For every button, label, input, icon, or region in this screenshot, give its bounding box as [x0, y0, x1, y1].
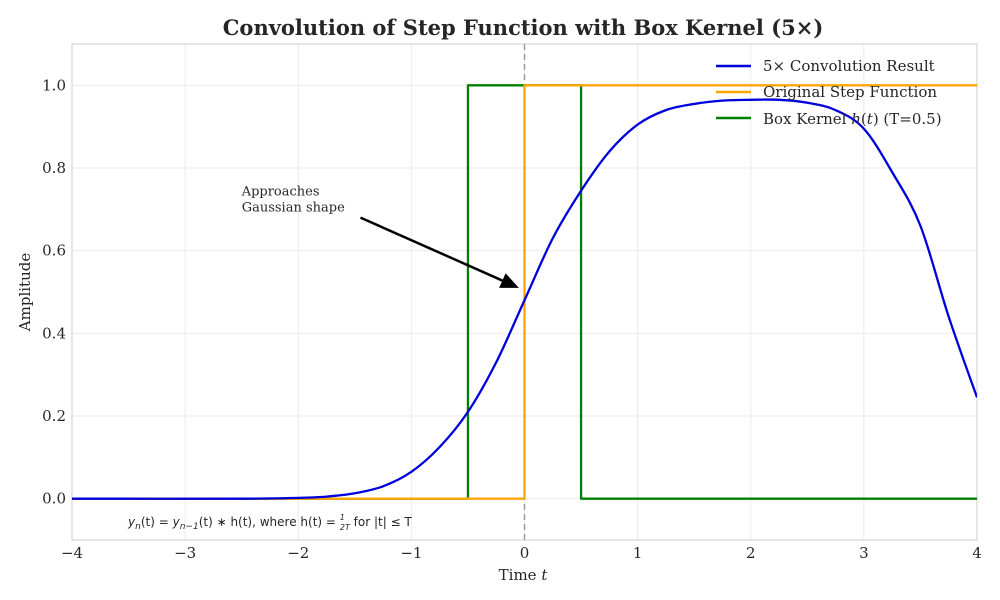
y-tick-label: 0.6 — [42, 242, 66, 260]
x-tick-label: 4 — [972, 544, 982, 562]
y-axis-label: Amplitude — [16, 253, 34, 333]
legend-label-step: Original Step Function — [763, 83, 937, 101]
x-tick-label: −3 — [174, 544, 196, 562]
series-lines — [72, 84, 977, 500]
formula-annotation: yn(t) = yn−1(t) ∗ h(t), where h(t) = 1 2T… — [127, 513, 412, 532]
y-tick-label: 0.0 — [42, 490, 66, 508]
annotation-arrow-shaft — [359, 216, 503, 282]
y-tick-label: 0.2 — [42, 407, 66, 425]
y-axis-ticks: 0.0 0.2 0.4 0.6 0.8 1.0 — [42, 76, 66, 507]
legend-label-kernel: Box Kernel h(t) (T=0.5) — [763, 110, 942, 128]
y-tick-label: 0.8 — [42, 159, 66, 177]
legend-label-convolution: 5× Convolution Result — [763, 57, 935, 75]
x-tick-label: −1 — [400, 544, 422, 562]
x-axis-label: Time t — [499, 566, 549, 584]
x-tick-label: 1 — [633, 544, 643, 562]
legend: 5× Convolution Result Original Step Func… — [716, 57, 942, 128]
x-tick-label: 0 — [520, 544, 530, 562]
x-tick-label: 3 — [859, 544, 869, 562]
annotation-arrow-head — [499, 273, 519, 288]
series-line-step — [72, 84, 977, 500]
x-tick-label: −2 — [287, 544, 309, 562]
x-tick-label: −4 — [61, 544, 83, 562]
x-tick-label: 2 — [746, 544, 756, 562]
y-tick-label: 0.4 — [42, 324, 66, 342]
series-line-convolution — [72, 98, 977, 500]
annotation-text: Approaches — [241, 184, 320, 199]
x-axis-ticks: −4 −3 −2 −1 0 1 2 3 4 — [61, 544, 982, 562]
annotation-text: Gaussian shape — [242, 200, 345, 215]
chart-title: Convolution of Step Function with Box Ke… — [223, 15, 824, 40]
y-tick-label: 1.0 — [42, 76, 66, 94]
